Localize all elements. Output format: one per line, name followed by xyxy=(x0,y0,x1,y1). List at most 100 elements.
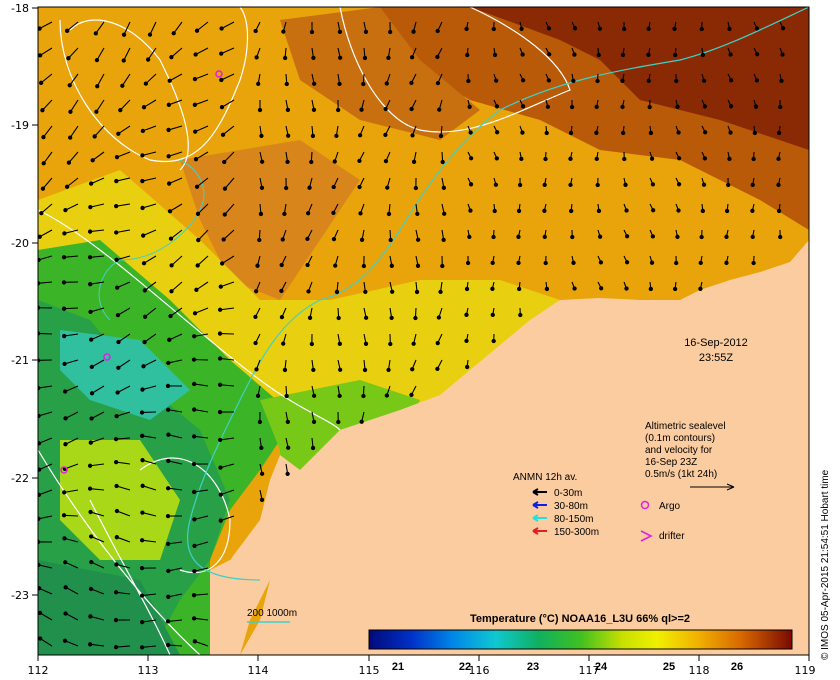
velocity-arrow-head xyxy=(703,130,708,135)
velocity-arrow-head xyxy=(570,234,575,240)
velocity-arrow-head xyxy=(217,382,223,387)
velocity-arrow-head xyxy=(411,341,416,346)
velocity-arrow-head xyxy=(620,78,625,83)
velocity-arrow-head xyxy=(594,104,599,110)
velocity-arrow-head xyxy=(361,81,366,87)
velocity-arrow-head xyxy=(386,211,392,217)
velocity-arrow-head xyxy=(410,367,415,372)
velocity-arrow-head xyxy=(674,78,679,84)
velocity-arrow xyxy=(224,203,235,215)
velocity-arrow-head xyxy=(62,638,68,643)
velocity-arrow-head xyxy=(191,434,197,439)
velocity-arrow-head xyxy=(468,130,473,135)
velocity-arrow xyxy=(221,99,235,108)
velocity-arrow-head xyxy=(674,260,679,266)
velocity-arrow xyxy=(171,281,183,292)
velocity-arrow xyxy=(118,333,131,343)
velocity-arrow-head xyxy=(140,387,145,392)
velocity-arrow xyxy=(142,485,157,491)
colorbar-tick: 22 xyxy=(459,661,471,673)
velocity-arrow xyxy=(220,357,235,361)
velocity-arrow-head xyxy=(543,260,548,266)
velocity-arrow xyxy=(116,461,131,465)
velocity-arrow-head xyxy=(195,211,201,216)
velocity-arrow-head xyxy=(435,28,440,34)
velocity-arrow-head xyxy=(597,26,603,31)
velocity-arrow-head xyxy=(310,445,316,451)
velocity-arrow xyxy=(168,359,183,364)
velocity-arrow xyxy=(68,151,79,163)
velocity-arrow-head xyxy=(750,182,755,188)
velocity-arrow xyxy=(116,255,131,261)
velocity-arrow-head xyxy=(724,234,729,239)
velocity-arrow-head xyxy=(357,133,363,138)
velocity-arrow-head xyxy=(440,263,445,269)
velocity-arrow xyxy=(65,437,79,445)
velocity-arrow xyxy=(142,203,157,209)
velocity-arrow-head xyxy=(38,441,42,446)
velocity-arrow-head xyxy=(114,483,119,489)
colorbar-tick: 23 xyxy=(527,661,539,673)
velocity-arrow-head xyxy=(414,289,420,295)
velocity-arrow xyxy=(194,435,209,439)
velocity-arrow xyxy=(168,125,183,131)
velocity-arrow xyxy=(168,541,183,545)
velocity-arrow xyxy=(90,488,105,491)
velocity-arrow-head xyxy=(338,55,343,60)
velocity-arrow-head xyxy=(650,182,656,187)
x-tick-label: 116 xyxy=(469,664,490,677)
velocity-arrow xyxy=(194,489,209,493)
velocity-arrow-head xyxy=(89,337,94,342)
velocity-arrow-head xyxy=(467,234,472,240)
velocity-arrow-head xyxy=(259,497,265,502)
velocity-arrow-head xyxy=(490,286,495,291)
velocity-arrow-head xyxy=(389,315,394,321)
velocity-arrow-head xyxy=(359,419,364,424)
velocity-arrow-head xyxy=(751,260,756,266)
velocity-arrow-head xyxy=(88,309,93,314)
velocity-arrow-head xyxy=(89,181,94,186)
velocity-arrow-head xyxy=(780,26,786,31)
velocity-arrow xyxy=(173,21,183,34)
velocity-arrow-head xyxy=(140,233,146,238)
velocity-arrow-head xyxy=(595,78,600,84)
velocity-arrow-head xyxy=(217,356,223,361)
velocity-arrow-head xyxy=(520,52,525,57)
velocity-arrow-head xyxy=(192,76,198,82)
depth-legend-label: 0-30m xyxy=(554,488,582,499)
velocity-arrow-head xyxy=(257,237,262,243)
velocity-arrow-head xyxy=(780,52,785,57)
velocity-arrow-head xyxy=(147,32,153,37)
velocity-arrow-head xyxy=(410,133,415,138)
velocity-arrow xyxy=(91,411,105,419)
velocity-arrow-head xyxy=(597,234,603,239)
velocity-arrow-head xyxy=(63,611,68,616)
velocity-arrow-head xyxy=(337,341,342,346)
velocity-arrow-head xyxy=(116,339,121,345)
velocity-arrow xyxy=(223,229,235,240)
velocity-arrow xyxy=(142,645,157,648)
velocity-arrow xyxy=(123,47,131,61)
velocity-arrow-head xyxy=(194,287,199,292)
velocity-arrow-head xyxy=(219,105,225,110)
velocity-arrow-head xyxy=(435,54,440,60)
velocity-arrow-head xyxy=(776,208,782,214)
velocity-arrow-head xyxy=(494,156,499,161)
y-tick-labels: -18 -19 -20 -21 -22 -23 xyxy=(11,2,29,602)
credit-text: © IMOS 05-Apr-2015 21:54:51 Hobart time xyxy=(820,469,831,660)
velocity-arrow xyxy=(197,229,209,241)
velocity-arrow-head xyxy=(332,159,337,164)
velocity-arrow xyxy=(116,151,131,158)
velocity-arrow-head xyxy=(140,433,145,438)
velocity-arrow xyxy=(94,125,105,137)
velocity-arrow-head xyxy=(386,55,391,61)
velocity-arrow-head xyxy=(114,178,119,184)
velocity-arrow-head xyxy=(676,130,681,135)
velocity-arrow xyxy=(64,333,79,337)
velocity-arrow-head xyxy=(90,158,95,163)
velocity-arrow-head xyxy=(571,78,576,84)
velocity-arrow xyxy=(90,437,105,444)
velocity-arrow-head xyxy=(435,80,441,86)
velocity-arrow-head xyxy=(89,391,95,396)
velocity-arrow xyxy=(142,512,157,517)
